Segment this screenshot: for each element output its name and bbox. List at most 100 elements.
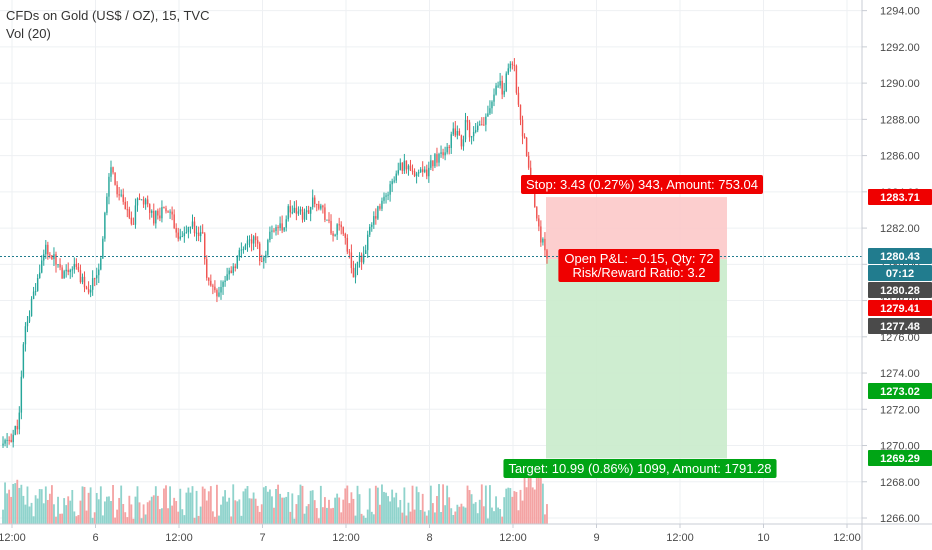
candle-body [309,207,312,214]
candle-body [348,251,351,253]
volume-bar [440,511,442,524]
price-tick-label: 1276.00 [880,332,920,344]
time-tick-label: 12:00 [0,532,26,544]
candle-body [155,210,157,224]
volume-bar [242,491,245,524]
candle-body [18,412,21,430]
volume-bar [409,511,412,524]
candle-body [163,207,165,209]
candle-body [501,80,503,95]
volume-bar [85,510,88,524]
volume-bar [480,484,483,524]
candle-body [126,209,129,211]
volume-bar [511,496,514,524]
volume-bar [438,484,440,524]
candle-body [318,204,320,209]
candle-body [371,224,373,227]
candle-body [38,272,41,279]
candle-body [391,181,393,185]
volume-bar [63,498,66,524]
volume-bar [531,487,534,524]
candle-body [483,124,485,126]
candle-body [132,223,135,225]
candle-body [379,206,381,209]
volume-bar [216,484,218,524]
volume-bar [112,485,114,524]
candle-body [438,153,440,163]
volume-bar [83,486,86,524]
time-axis[interactable]: 12:00 6 12:00 7 12:00 8 12:00 9 12:00 10 12:00 [0,523,932,544]
candle-body [297,211,300,214]
candle-body [93,278,96,280]
volume-bar [529,477,532,524]
volume-bar [291,493,294,524]
volume-bar [211,511,214,524]
candle-body [167,211,169,213]
candle-body [373,216,375,225]
price-tick-label: 1268.00 [880,477,920,489]
volume-bar [203,488,206,524]
volume-bar [346,485,349,524]
candle-body [106,196,108,213]
target-label [503,459,777,478]
candle-body [242,249,245,251]
candle-body [283,227,285,231]
candle-body [462,139,465,147]
position-labels[interactable]: Stop: 3.43 (0.27%) 343, Amount: 753.04 Ta… [503,175,777,478]
candle-body [216,290,218,297]
volume-bar [260,504,263,524]
candle-body [49,254,51,256]
volume-bar [36,498,39,524]
candle-body [491,101,493,109]
volume-bar [238,499,241,524]
candle-body [332,233,334,236]
candle-body [281,223,283,231]
candle-body [45,244,47,255]
candle-body [411,170,414,172]
price-tag-label: 1279.41 [880,303,920,315]
volume-bar [509,488,512,524]
candle-body [193,221,196,234]
candle-body [24,326,27,345]
volume-bar [411,485,414,524]
volume-bar [313,500,316,524]
candle-body [358,255,361,262]
volume-bar [116,509,119,524]
volume-bar [283,497,286,524]
candle-body [57,264,59,266]
volume-bar [197,515,200,524]
candle-body [230,270,232,273]
volume-bar [407,502,410,524]
volume-bar [132,518,135,524]
volume-bar [22,495,25,524]
volume-bar [317,518,320,524]
volume-bar [230,516,233,524]
volume-bar [368,488,371,524]
candle-body [96,275,98,279]
volume-bar [130,504,133,524]
volume-bar [501,516,504,524]
candle-body [307,210,310,214]
candle-body [415,173,418,177]
candle-body [381,200,383,209]
price-tag-target [868,450,932,466]
volume-bar [55,516,57,524]
volume-bar [401,512,404,524]
volume-bar [185,492,188,524]
volume-bar [374,485,377,524]
candle-body [85,287,88,290]
volume-bar [423,511,426,524]
candle-body [489,108,491,114]
volume-bar [303,513,306,524]
volume-bar [108,496,110,524]
position-zones[interactable] [546,197,727,459]
risk-reward-text: Risk/Reward Ratio: 3.2 [573,265,706,280]
candle-body [4,440,6,444]
candle-body [426,169,428,177]
price-tick-label: 1290.00 [880,78,920,90]
candle-body [2,443,4,446]
price-tag-target [868,383,932,399]
candle-body [546,250,548,259]
price-tag-label: 1283.71 [880,192,920,204]
